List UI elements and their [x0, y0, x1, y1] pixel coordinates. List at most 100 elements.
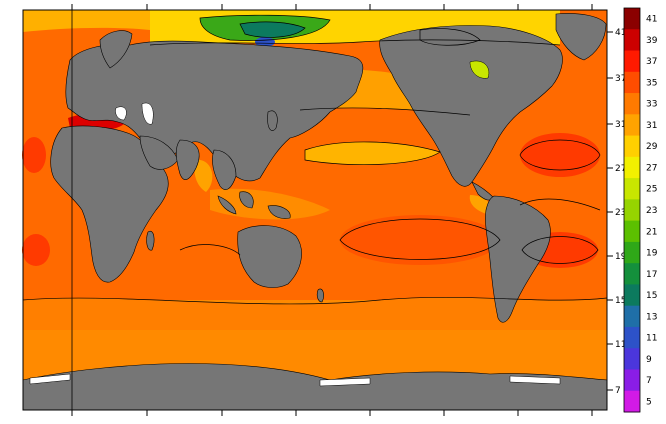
colorbar-tick-label: 35: [646, 78, 657, 88]
colorbar-tick-label: 37: [646, 57, 657, 67]
contour-arctic: [149, 39, 561, 46]
india: [175, 139, 200, 180]
colorbar-tick-label: 31: [646, 121, 657, 131]
colorbar-swatch: [624, 199, 640, 222]
colorbar-labels: 41 39 37 35 33 31 29 27 25 23 21 19 17 15 13 11 9 7 5: [646, 15, 658, 408]
lat-tick-label: 41: [615, 28, 626, 38]
colorbar-tick-label: 27: [646, 163, 657, 173]
lat-tick-label: 7: [615, 386, 621, 396]
ice-patches: [29, 60, 561, 387]
colorbar-tick-label: 23: [646, 206, 657, 216]
hudson-ice: [469, 60, 490, 79]
colorbar-swatches: [624, 8, 640, 413]
borneo: [239, 191, 254, 209]
colorbar-swatch: [624, 348, 640, 370]
contour-arctic-inner: [199, 14, 331, 41]
southern-ocean-contour-fill: [23, 297, 607, 330]
south-pacific-high: [340, 215, 500, 265]
lat-tick-label: 27: [615, 164, 626, 174]
colorbar-swatch: [624, 8, 640, 30]
contour-arctic-inner-2: [239, 21, 306, 38]
lat-tick-label: 15: [615, 296, 626, 306]
lat-tick-label: 37: [615, 74, 626, 84]
colorbar-swatch: [624, 284, 640, 307]
lat-tick-label: 19: [615, 252, 627, 262]
map-frame: [22, 9, 608, 411]
colorbar-swatch: [624, 305, 640, 328]
north-atlantic-high: [520, 133, 600, 177]
arctic-blue-patch: [255, 37, 275, 47]
colorbar-tick-label: 17: [646, 270, 657, 280]
bay-of-bengal-fresh: [194, 159, 213, 192]
colorbar-tick-label: 19: [646, 249, 658, 259]
colorbar-tick-label: 39: [646, 36, 658, 46]
lat-tick-label: 11: [615, 340, 626, 350]
antarctic-shelf-ice-3: [509, 375, 561, 385]
colorbar-tick-label: 15: [646, 291, 657, 301]
caspian-ice: [141, 102, 154, 125]
colorbar-swatch: [624, 156, 640, 179]
indochina: [212, 149, 237, 190]
madagascar: [146, 230, 155, 251]
arctic-dark-green: [240, 21, 305, 38]
colorbar-swatch: [624, 220, 640, 243]
colorbar-tick-label: 7: [646, 376, 652, 386]
colorbar: 41 39 37 35 33 31 29 27 25 23 21 19 17 15 13 11 9 7 5: [623, 7, 658, 413]
contour-north-pacific: [299, 107, 471, 116]
greenland: [555, 13, 607, 61]
eurasia: [65, 40, 364, 182]
colorbar-swatch: [624, 326, 640, 349]
colorbar-tick-label: 41: [646, 15, 657, 25]
colorbar-swatch: [624, 390, 640, 413]
latitude-axis: 41 37 31 27 23 19 15 11 7: [615, 28, 627, 396]
colorbar-swatch: [624, 29, 640, 52]
sumatra: [217, 195, 237, 215]
colorbar-swatch: [624, 71, 640, 94]
colorbar-tick-label: 11: [646, 334, 657, 344]
contour-indian: [179, 244, 241, 256]
contour-arctic-east: [419, 28, 481, 46]
colorbar-tick-label: 5: [646, 397, 652, 407]
antarctic-shelf-ice-2: [319, 377, 371, 387]
pacific-high-lobe: [305, 141, 440, 165]
scandinavia: [99, 30, 133, 69]
contour-natl-high: [519, 139, 601, 171]
colorbar-swatch: [624, 93, 640, 115]
lat-tick-label: 31: [615, 120, 626, 130]
east-atlantic-high-north: [22, 137, 46, 173]
land: [22, 13, 608, 411]
lat-tick-label: 23: [615, 208, 626, 218]
colorbar-tick-label: 25: [646, 185, 657, 195]
arctic-fresh-band-west: [23, 10, 150, 32]
arabia: [139, 135, 179, 170]
colorbar-tick-label: 13: [646, 312, 657, 322]
australia: [237, 225, 302, 288]
colorbar-frame: [623, 7, 641, 413]
colorbar-swatch: [624, 178, 640, 200]
contour-pacific-high: [304, 141, 441, 165]
contour-spac: [339, 218, 501, 260]
black-sea-ice: [115, 106, 127, 121]
japan: [267, 110, 278, 131]
colorbar-swatch: [624, 263, 640, 285]
colorbar-tick-label: 21: [646, 227, 657, 237]
colorbar-swatch: [624, 114, 640, 137]
colorbar-swatch: [624, 50, 640, 73]
south-america: [485, 195, 551, 323]
contour-lines: [22, 14, 608, 305]
colorbar-swatch: [624, 369, 640, 392]
map-ticks: [71, 4, 613, 416]
contour-southern: [22, 296, 608, 305]
colorbar-tick-label: 33: [646, 100, 657, 110]
map-area: [22, 4, 613, 416]
new-guinea: [267, 205, 291, 219]
contour-satl-high: [521, 236, 599, 264]
colorbar-swatch: [624, 241, 640, 264]
antarctic-shelf-ice-1: [29, 373, 71, 385]
north-america: [379, 25, 563, 187]
colorbar-tick-label: 9: [646, 355, 652, 365]
east-atlantic-high: [22, 234, 50, 266]
colorbar-swatch: [624, 135, 640, 158]
new-zealand: [316, 288, 324, 303]
